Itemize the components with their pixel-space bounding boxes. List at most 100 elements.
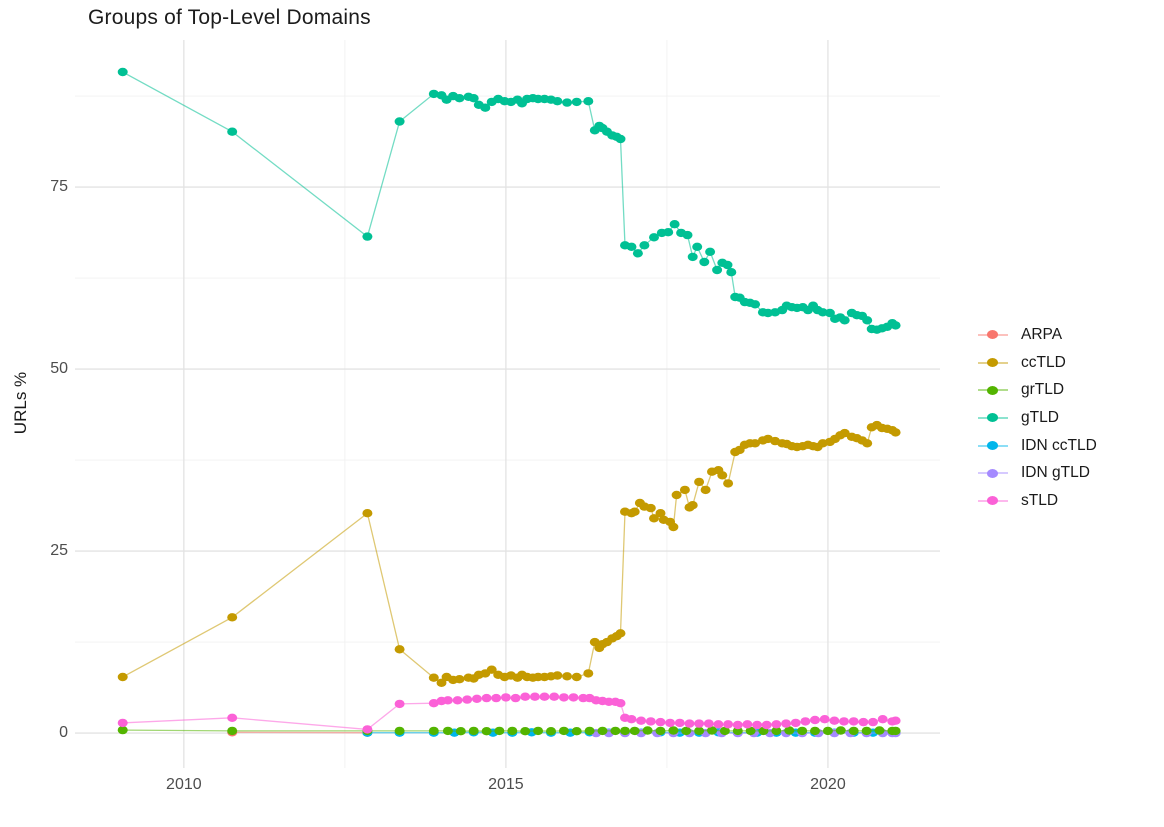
plot-title: Groups of Top-Level Domains (88, 6, 371, 29)
legend-item-label: IDN gTLD (1021, 464, 1090, 482)
y-tick-label: 50 (50, 360, 68, 378)
data-point (571, 727, 582, 736)
data-point (558, 726, 569, 736)
data-point (822, 726, 833, 736)
legend-item-IDN-gTLD: IDN gTLD (978, 459, 1097, 487)
data-point (610, 726, 621, 736)
data-point (454, 94, 465, 103)
series-ARPA (227, 728, 373, 737)
legend-item-ccTLD: ccTLD (978, 349, 1097, 377)
legend-item-label: grTLD (1021, 381, 1065, 399)
data-point (861, 726, 872, 736)
data-point (454, 675, 465, 684)
data-point (629, 507, 640, 516)
data-point (597, 726, 608, 736)
y-tick-label: 75 (50, 178, 68, 196)
data-point (890, 428, 901, 437)
data-point (632, 249, 643, 258)
data-point (642, 726, 653, 735)
legend-item-sTLD: sTLD (978, 487, 1097, 515)
data-point (117, 672, 128, 682)
series-sTLD (117, 692, 901, 734)
series-grTLD (117, 725, 901, 736)
data-point (684, 719, 695, 728)
data-point (824, 308, 835, 318)
data-point (428, 89, 439, 99)
data-point (362, 509, 373, 518)
legend-item-label: ARPA (1021, 325, 1063, 343)
data-point (468, 94, 479, 103)
legend-key-icon (978, 437, 1012, 455)
series-gTLD (117, 67, 901, 334)
data-point (626, 242, 637, 251)
data-point (722, 260, 733, 270)
legend-key-icon (978, 354, 1012, 372)
data-point (552, 671, 563, 680)
data-point (558, 693, 569, 702)
data-point (712, 265, 723, 275)
data-point (742, 720, 753, 729)
data-point (428, 726, 439, 736)
data-point (810, 715, 820, 725)
data-point (615, 134, 626, 144)
data-point (719, 726, 730, 736)
data-point (649, 514, 659, 523)
data-point (227, 127, 238, 136)
data-point (717, 471, 728, 480)
data-point (797, 726, 808, 736)
data-point (761, 720, 772, 730)
data-point (890, 726, 901, 736)
data-point (694, 719, 705, 728)
data-point (655, 717, 666, 727)
data-point (629, 726, 640, 736)
data-point (227, 713, 238, 722)
data-point (227, 613, 238, 622)
legend-key-icon (978, 492, 1012, 510)
data-point (583, 669, 594, 678)
data-point (781, 719, 792, 728)
data-point (394, 726, 405, 736)
data-point (428, 673, 439, 682)
data-point (668, 522, 679, 532)
data-point (584, 726, 595, 736)
data-point (436, 678, 447, 687)
data-point (394, 645, 405, 654)
series-line (122, 424, 896, 684)
data-point (858, 717, 869, 727)
legend-key-icon (978, 409, 1012, 427)
data-point (692, 242, 703, 251)
data-point (626, 715, 637, 724)
data-point (682, 230, 693, 240)
y-tick-label: 0 (59, 724, 68, 742)
data-point (668, 726, 679, 735)
data-point (529, 692, 540, 701)
data-point (468, 726, 479, 736)
data-point (732, 726, 743, 736)
legend-item-IDN-ccTLD: IDN ccTLD (978, 432, 1097, 460)
data-point (639, 241, 650, 250)
x-tick-label: 2015 (488, 776, 524, 793)
data-point (862, 439, 873, 448)
data-point (552, 97, 563, 106)
data-point (655, 509, 666, 518)
data-point (227, 726, 238, 736)
data-point (784, 726, 795, 735)
data-point (615, 699, 626, 708)
data-point (723, 720, 734, 729)
legend-key-dot (987, 413, 998, 423)
data-point (645, 503, 656, 513)
data-point (750, 439, 761, 448)
legend-item-label: gTLD (1021, 408, 1059, 426)
data-point (507, 726, 518, 736)
legend-item-gTLD: gTLD (978, 404, 1097, 432)
data-point (848, 717, 859, 726)
legend-item-label: IDN ccTLD (1021, 436, 1097, 454)
data-point (615, 629, 626, 638)
data-point (486, 665, 497, 674)
data-point (665, 718, 676, 728)
data-point (839, 316, 850, 325)
data-point (500, 693, 511, 702)
data-point (819, 715, 830, 724)
data-point (723, 479, 734, 488)
